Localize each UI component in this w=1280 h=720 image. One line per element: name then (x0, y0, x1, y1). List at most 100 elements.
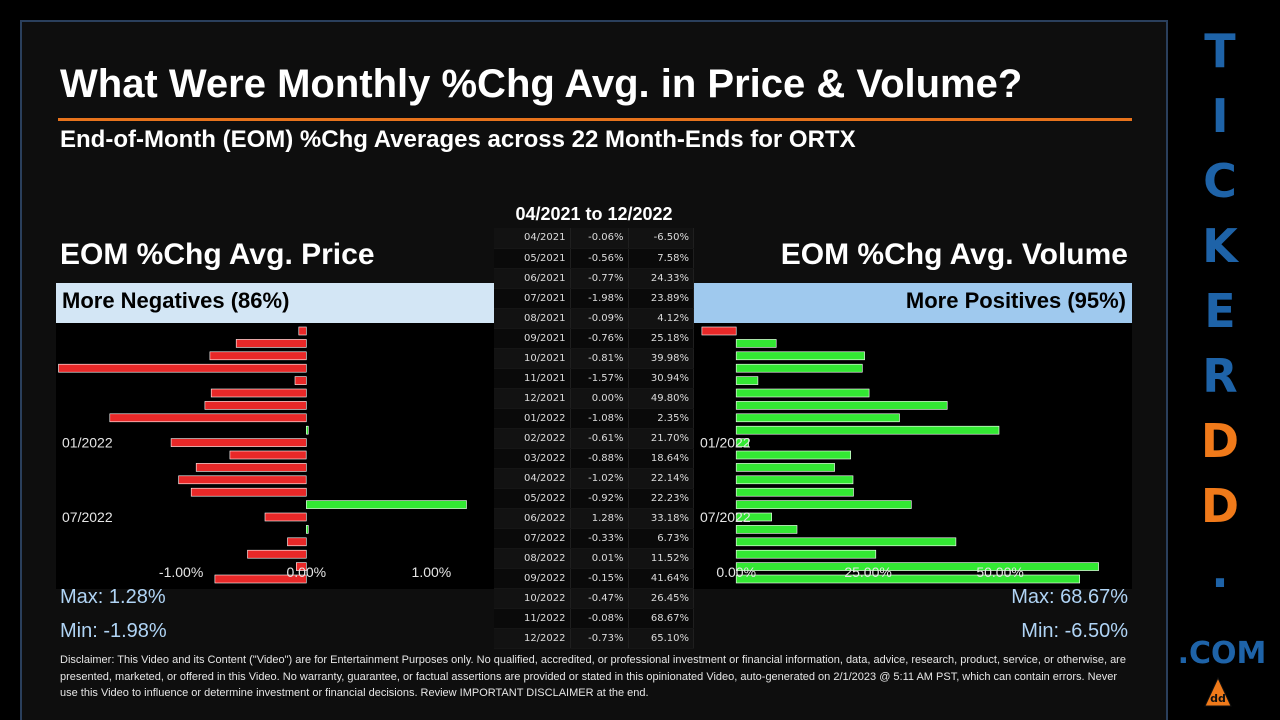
table-row: 10/2021 -0.81% 39.98% (494, 348, 694, 369)
volume-bar (735, 512, 773, 522)
warning-triangle-icon: dd (1204, 676, 1232, 707)
table-row: 12/2021 0.00% 49.80% (494, 388, 694, 409)
table-cell-volume: 7.58% (628, 248, 694, 269)
price-bar (296, 562, 307, 571)
table-cell-volume: 49.80% (628, 388, 694, 409)
table-cell-price: -0.88% (570, 448, 629, 469)
brand-com-label: .COM (1177, 636, 1267, 671)
table-cell-price: -0.76% (570, 328, 629, 349)
title-divider (58, 118, 1132, 121)
price-y-tick-label: 07/2022 (62, 509, 113, 525)
table-cell-volume: 41.64% (628, 568, 694, 589)
table-cell-month: 12/2022 (494, 628, 571, 649)
table-cell-month: 07/2022 (494, 528, 571, 549)
table-row: 07/2022 -0.33% 6.73% (494, 528, 694, 549)
volume-bar (735, 500, 912, 509)
table-row: 12/2022 -0.73% 65.10% (494, 628, 694, 649)
date-range-label: 04/2021 to 12/2022 (515, 204, 673, 224)
table-cell-month: 12/2021 (494, 388, 571, 409)
table-cell-volume: 39.98% (628, 348, 694, 369)
table-cell-month: 06/2021 (494, 268, 571, 289)
price-bar (264, 512, 307, 522)
volume-bar (735, 487, 854, 497)
volume-x-tick-label: 25.00% (844, 564, 891, 580)
price-panel-title: EOM %Chg Avg. Price (60, 238, 375, 271)
price-bar (210, 388, 307, 398)
brand-letter: I (1211, 89, 1229, 143)
brand-letter: . (1211, 544, 1229, 598)
table-cell-month: 03/2022 (494, 448, 571, 469)
table-cell-price: -1.98% (570, 288, 629, 309)
monthly-data-table: 04/2021 -0.06% -6.50% 05/2021 -0.56% 7.58% 06/… (494, 228, 694, 649)
price-bar (306, 500, 467, 509)
table-cell-price: 0.00% (570, 388, 629, 409)
table-cell-price: -0.06% (570, 228, 629, 249)
volume-bar (735, 413, 900, 423)
brand-letter: D (1200, 414, 1240, 468)
volume-bar (735, 463, 835, 472)
table-cell-month: 04/2021 (494, 228, 571, 249)
svg-text:dd: dd (1210, 692, 1226, 705)
table-cell-price: -0.09% (570, 308, 629, 329)
brand-letter: D (1200, 479, 1240, 533)
table-cell-price: -0.33% (570, 528, 629, 549)
table-cell-month: 10/2022 (494, 588, 571, 609)
table-cell-volume: 11.52% (628, 548, 694, 569)
volume-y-tick-label: 07/2022 (700, 509, 751, 525)
price-bar (247, 549, 307, 559)
table-cell-month: 09/2021 (494, 328, 571, 349)
table-cell-month: 05/2022 (494, 488, 571, 509)
table-cell-volume: 6.73% (628, 528, 694, 549)
price-bar (229, 450, 307, 460)
page-title: What Were Monthly %Chg Avg. in Price & V… (60, 62, 1023, 106)
table-cell-price: -0.47% (570, 588, 629, 609)
table-row: 08/2021 -0.09% 4.12% (494, 308, 694, 329)
table-cell-price: -0.81% (570, 348, 629, 369)
price-bar (178, 475, 307, 485)
page-subtitle: End-of-Month (EOM) %Chg Averages across … (60, 126, 856, 153)
table-cell-month: 02/2022 (494, 428, 571, 449)
price-bar (235, 339, 307, 348)
price-bar (306, 525, 309, 534)
brand-letter: K (1202, 219, 1238, 273)
volume-bar (701, 326, 737, 336)
table-cell-price: -0.08% (570, 608, 629, 629)
table-cell-price: -1.02% (570, 468, 629, 489)
table-cell-volume: 65.10% (628, 628, 694, 649)
volume-bar (735, 425, 1000, 435)
table-cell-price: -0.56% (570, 248, 629, 269)
table-cell-volume: 24.33% (628, 268, 694, 289)
table-row: 08/2022 0.01% 11.52% (494, 548, 694, 569)
price-bar (58, 363, 307, 373)
table-cell-volume: 22.14% (628, 468, 694, 489)
table-cell-volume: 4.12% (628, 308, 694, 329)
volume-min-stat: Min: -6.50% (1021, 620, 1128, 642)
price-bar (109, 413, 307, 423)
table-row: 06/2022 1.28% 33.18% (494, 508, 694, 529)
disclaimer-text: Disclaimer: This Video and its Content (… (60, 654, 1126, 699)
table-cell-volume: 21.70% (628, 428, 694, 449)
brand-letter: C (1203, 154, 1237, 208)
table-cell-volume: 22.23% (628, 488, 694, 509)
volume-bar (735, 388, 870, 398)
volume-bar (735, 339, 777, 348)
volume-x-tick-label: 0.00% (716, 564, 756, 580)
price-bar (298, 326, 307, 336)
price-min-stat: Min: -1.98% (60, 620, 167, 642)
volume-bar (735, 351, 865, 361)
table-row: 06/2021 -0.77% 24.33% (494, 268, 694, 289)
volume-chart-svg: 01/2022 07/2022 0.00% 25.00% 50.00% (700, 326, 1099, 584)
brand-letter: T (1204, 24, 1236, 78)
table-cell-month: 11/2022 (494, 608, 571, 629)
volume-panel-title: EOM %Chg Avg. Volume (780, 238, 1128, 271)
table-cell-volume: 26.45% (628, 588, 694, 609)
table-row: 05/2022 -0.92% 22.23% (494, 488, 694, 509)
volume-bar (735, 450, 852, 460)
volume-bar (735, 562, 1099, 571)
table-cell-volume: 68.67% (628, 608, 694, 629)
table-cell-month: 08/2021 (494, 308, 571, 329)
table-cell-price: -1.57% (570, 368, 629, 389)
volume-max-stat: Max: 68.67% (1011, 586, 1128, 608)
table-cell-volume: -6.50% (628, 228, 694, 249)
table-cell-volume: 2.35% (628, 408, 694, 429)
